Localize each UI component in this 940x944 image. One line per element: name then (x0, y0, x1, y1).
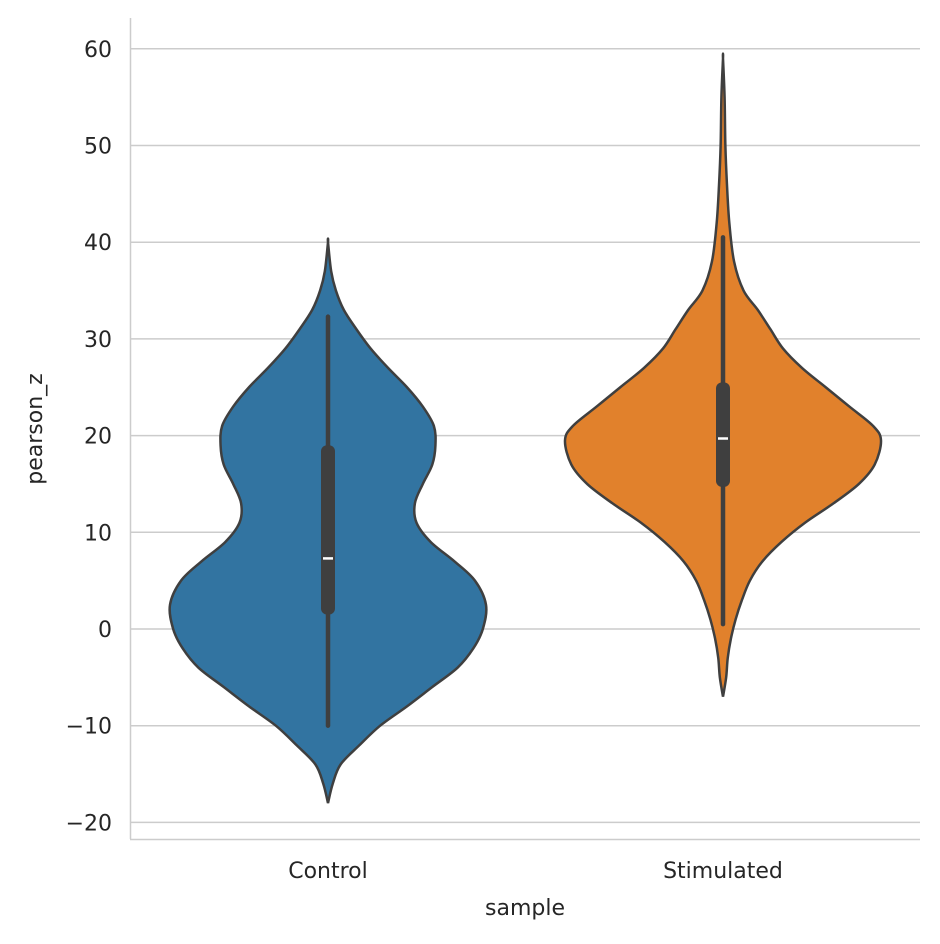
y-axis-label: pearson_z (23, 373, 48, 484)
y-tick-labels: −20 −10 0 10 20 30 40 50 60 (66, 38, 112, 837)
y-tick-label: −20 (66, 811, 112, 836)
y-tick-label: 0 (98, 618, 112, 643)
y-tick-label: 10 (84, 521, 112, 546)
y-tick-label: 50 (84, 135, 112, 160)
x-axis-label: sample (485, 896, 565, 921)
y-tick-label: −10 (66, 715, 112, 740)
iqr-box (321, 445, 335, 615)
y-tick-label: 60 (84, 38, 112, 63)
y-tick-label: 40 (84, 231, 112, 256)
x-tick-label: Control (288, 859, 368, 884)
y-tick-label: 30 (84, 328, 112, 353)
violins (168, 52, 883, 804)
y-tick-label: 20 (84, 425, 112, 450)
x-tick-label: Stimulated (663, 859, 783, 884)
x-tick-labels: Control Stimulated (288, 859, 783, 884)
iqr-box (716, 382, 730, 487)
